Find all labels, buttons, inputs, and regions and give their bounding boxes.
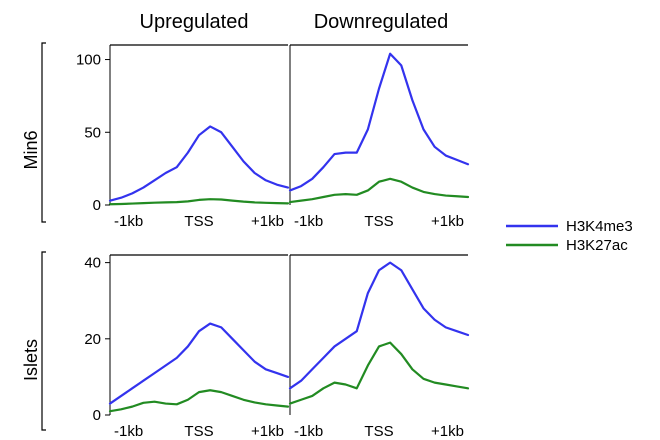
- legend-label: H3K4me3: [566, 218, 633, 235]
- x-tick-label-tss: TSS: [184, 213, 213, 230]
- panel-min6-downregulated: -1kb TSS +1kb: [288, 44, 470, 230]
- legend-label: H3K27ac: [566, 237, 628, 254]
- x-tick-label--1kb: +1kb: [251, 423, 284, 440]
- series-line-h3k4me3: [108, 322, 290, 405]
- x-tick-label--1kb: +1kb: [431, 423, 464, 440]
- series-line-h3k4me3: [108, 125, 290, 202]
- legend-item-h3k4me3: H3K4me3: [506, 218, 633, 235]
- row-bracket-min6: [41, 42, 46, 223]
- legend: H3K4me3 H3K27ac: [506, 218, 633, 254]
- series-line-h3k4me3: [288, 52, 470, 192]
- column-title-downregulated: Downregulated: [314, 11, 449, 33]
- x-tick-label-tss: TSS: [364, 423, 393, 440]
- series-line-h3k27ac: [288, 341, 470, 405]
- series-line-h3k4me3: [288, 261, 470, 390]
- y-tick-label: 50: [84, 124, 101, 141]
- x-tick-label-tss: TSS: [364, 213, 393, 230]
- row-title-min6: Min6: [21, 130, 41, 169]
- row-bracket-islets: [41, 251, 46, 431]
- legend-item-h3k27ac: H3K27ac: [506, 237, 628, 254]
- y-tick-label: 100: [76, 52, 101, 69]
- panel-islets-downregulated: -1kb TSS +1kb: [288, 254, 470, 440]
- row-title-islets: Islets: [21, 339, 41, 381]
- x-tick-label--1kb: -1kb: [294, 213, 323, 230]
- x-tick-label--1kb: -1kb: [294, 423, 323, 440]
- x-tick-label--1kb: +1kb: [431, 213, 464, 230]
- y-tick-label: 40: [84, 255, 101, 272]
- x-tick-label--1kb: +1kb: [251, 213, 284, 230]
- panels-group: 0 50 100 -1kb TSS +1kb -1kb TSS +1kb 0 20 40 -1kb TSS…: [76, 44, 470, 440]
- series-line-h3k27ac: [288, 177, 470, 204]
- y-tick-label: 0: [93, 407, 101, 424]
- x-tick-label--1kb: -1kb: [114, 423, 143, 440]
- x-tick-label--1kb: -1kb: [114, 213, 143, 230]
- series-line-h3k27ac: [108, 389, 290, 413]
- y-tick-label: 0: [93, 197, 101, 214]
- column-title-upregulated: Upregulated: [140, 11, 249, 33]
- panel-islets-upregulated: 0 20 40 -1kb TSS +1kb: [84, 254, 290, 440]
- x-tick-label-tss: TSS: [184, 423, 213, 440]
- y-tick-label: 20: [84, 331, 101, 348]
- panel-min6-upregulated: 0 50 100 -1kb TSS +1kb: [76, 44, 290, 230]
- series-line-h3k27ac: [108, 198, 290, 206]
